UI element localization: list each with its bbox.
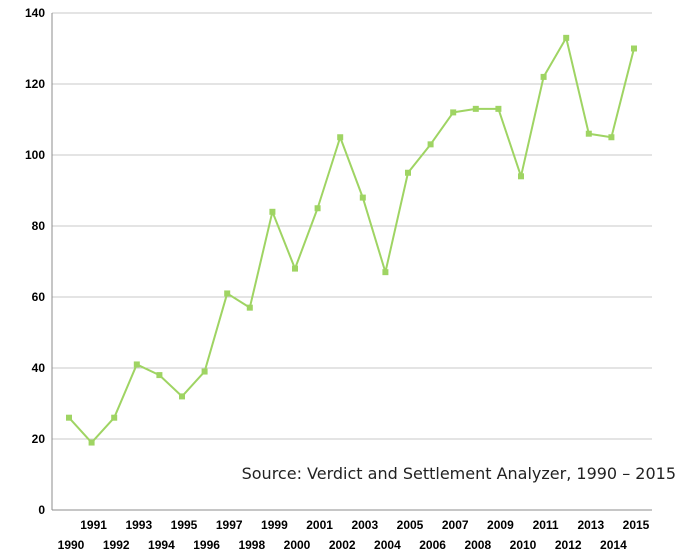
x-tick-label: 1990 [58,538,85,552]
source-annotation: Source: Verdict and Settlement Analyzer,… [242,464,676,483]
y-tick-label: 80 [32,219,46,233]
series-line [68,36,635,444]
x-tick-label: 1993 [125,518,152,532]
x-tick-label: 2011 [533,518,559,532]
data-point-2007 [450,109,457,116]
data-point-2003 [359,194,366,201]
x-tick-label: 1995 [171,518,198,532]
x-tick-label: 1991 [80,518,107,532]
x-tick-label: 1996 [193,538,220,552]
y-tick-label: 60 [32,290,46,304]
data-point-1994 [156,372,163,379]
data-point-2011 [540,73,547,80]
data-point-2000 [292,265,298,272]
x-tick-label: 1997 [216,518,243,532]
y-tick-label: 40 [32,361,46,375]
x-tick-label: 2012 [555,538,582,552]
x-tick-label: 1992 [103,538,130,552]
data-point-2014 [608,134,615,141]
x-tick-label: 2009 [487,518,514,532]
y-tick-label: 20 [32,432,46,446]
x-tick-label: 2013 [577,518,604,532]
axes [51,13,652,511]
data-point-1991 [88,439,95,446]
x-tick-label: 2000 [284,538,311,552]
x-tick-label: 2005 [397,518,424,532]
data-point-2005 [405,169,411,176]
data-point-2015 [631,45,637,52]
x-tick-label: 2008 [464,538,491,552]
y-tick-label: 120 [25,77,45,91]
y-tick-label: 100 [25,148,45,162]
data-point-2004 [382,269,389,276]
data-point-1997 [224,290,231,297]
x-tick-labels: 1990 1991 1992 1993 1994 1995 1996 1997 1998 1999… [58,518,650,552]
x-tick-label: 2007 [442,518,469,532]
data-point-2009 [495,105,502,112]
x-tick-label: 2004 [374,538,401,552]
data-point-2002 [337,134,344,141]
data-point-2001 [314,205,321,212]
data-point-2008 [472,105,479,112]
gridlines [52,12,652,440]
y-tick-label: 0 [38,503,45,517]
data-point-1996 [201,368,208,375]
x-tick-label: 2002 [329,538,356,552]
data-point-2010 [518,173,524,180]
x-tick-label: 1998 [238,538,265,552]
data-point-1993 [133,361,140,368]
data-point-1992 [111,414,118,421]
x-tick-label: 2010 [510,538,537,552]
data-point-1990 [66,414,72,421]
x-tick-label: 1999 [261,518,288,532]
data-point-2006 [427,141,434,148]
data-point-1998 [246,304,253,311]
x-tick-label: 1994 [148,538,175,552]
y-tick-labels: 0 20 40 60 80 100 120 140 [25,6,45,517]
y-tick-label: 140 [25,6,45,20]
x-tick-label: 2001 [306,518,333,532]
x-tick-label: 2003 [351,518,378,532]
x-tick-label: 2006 [419,538,446,552]
data-point-2013 [585,130,592,137]
data-point-2012 [563,34,570,41]
series [66,34,637,446]
data-point-1999 [269,208,276,215]
x-tick-label: 2015 [623,518,650,532]
x-tick-label: 2014 [600,538,627,552]
data-point-1995 [179,393,185,400]
